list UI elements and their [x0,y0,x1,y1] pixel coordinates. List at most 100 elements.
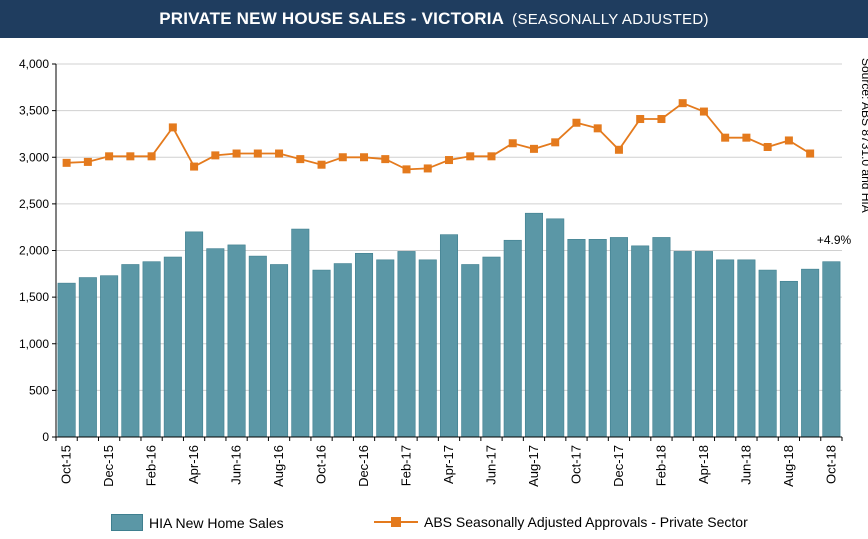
bar [333,263,352,438]
approvals-marker [190,162,199,171]
bar [291,228,310,438]
approvals-marker [806,149,815,158]
bar [270,264,289,438]
legend: HIA New Home Sales ABS Seasonally Adjust… [0,509,868,539]
bar [163,256,182,438]
chart-title-bar: PRIVATE NEW HOUSE SALES - VICTORIA (SEAS… [0,0,868,38]
x-tick-label: Aug-16 [271,445,286,487]
approvals-line [66,102,811,171]
approvals-marker [232,149,241,158]
approvals-marker [572,118,581,127]
x-tick-label: Dec-15 [101,445,116,487]
x-tick-label: Dec-16 [356,445,371,487]
x-tick-label: Feb-17 [399,445,414,486]
y-tick-label: 4,000 [19,57,49,71]
x-tick-label: Oct-16 [314,445,329,484]
approvals-marker [636,115,645,124]
y-tick-label: 3,000 [19,150,49,164]
annotation-change: +4.9% [817,233,852,247]
bar [631,245,650,438]
approvals-marker [105,152,114,161]
bar [737,259,756,438]
bar [376,259,395,438]
y-tick-label: 1,500 [19,290,49,304]
legend-item-line: ABS Seasonally Adjusted Approvals - Priv… [374,514,748,530]
approvals-marker [593,124,602,133]
legend-label-bar: HIA New Home Sales [149,514,284,531]
approvals-marker [317,160,326,169]
y-tick-label: 0 [42,430,49,444]
x-tick-label: Oct-15 [59,445,74,484]
x-tick-label: Jun-18 [738,445,753,485]
bar [397,251,416,438]
bar [312,269,331,438]
bar [673,251,692,438]
x-tick-label: Dec-17 [611,445,626,487]
y-tick-label: 2,500 [19,197,49,211]
bar [461,264,480,438]
x-tick-label: Apr-18 [696,445,711,484]
bar [588,239,607,438]
x-tick-label: Aug-18 [781,445,796,487]
bar [694,251,713,438]
approvals-marker [721,133,730,142]
approvals-marker [699,107,708,116]
approvals-marker [126,152,135,161]
y-tick-label: 500 [29,383,49,397]
approvals-marker [423,164,432,173]
approvals-marker [168,123,177,132]
bar [439,234,459,438]
bar [142,261,161,438]
approvals-marker [742,133,751,142]
x-tick-label: Jun-17 [483,445,498,485]
y-tick-label: 1,000 [19,337,49,351]
legend-swatch-bar [111,514,143,531]
approvals-marker [487,152,496,161]
bar [418,259,437,438]
legend-swatch-line [374,516,418,528]
bar [100,275,119,438]
bar [524,212,543,438]
bar [822,261,841,438]
x-tick-label: Oct-18 [823,445,838,484]
bar [355,252,374,438]
chart-area: 0 500 1,000 1,500 2,000 2,500 3,000 3,500 4,000 O… [19,57,868,487]
bar [121,264,140,438]
approvals-marker [296,155,305,164]
approvals-marker [529,144,538,153]
approvals-marker [62,158,71,167]
approvals-marker [445,156,453,165]
bar [801,268,820,438]
bar [206,248,225,438]
bar [57,282,76,438]
approvals-marker [211,151,220,160]
approvals-marker [253,149,262,158]
x-tick-label: Feb-18 [653,445,668,486]
chart-title: PRIVATE NEW HOUSE SALES - VICTORIA [159,9,505,28]
approvals-marker [784,136,793,145]
source-note: Source: ABS 8731.0 and HIA [859,58,868,213]
bar [652,237,671,438]
bar [248,255,267,438]
bar [227,244,246,438]
bar [482,256,501,438]
approvals-marker [508,139,517,148]
approvals-marker [338,153,347,162]
chart-subtitle: (SEASONALLY ADJUSTED) [512,10,709,28]
bar [546,218,565,438]
legend-label-line: ABS Seasonally Adjusted Approvals - Priv… [424,514,748,530]
approvals-marker [614,145,623,154]
approvals-marker [763,142,772,151]
legend-item-bar: HIA New Home Sales [111,514,284,531]
y-tick-label: 2,000 [19,244,49,258]
approvals-marker [83,157,92,166]
approvals-marker [466,152,475,161]
approvals-marker [275,149,284,158]
approvals-marker [147,152,156,161]
approvals-marker [402,165,411,174]
approvals-marker [551,138,560,147]
x-tick-label: Aug-17 [526,445,541,487]
x-tick-label: Jun-16 [229,445,244,485]
bar [609,237,628,438]
x-tick-label: Apr-16 [186,445,201,484]
